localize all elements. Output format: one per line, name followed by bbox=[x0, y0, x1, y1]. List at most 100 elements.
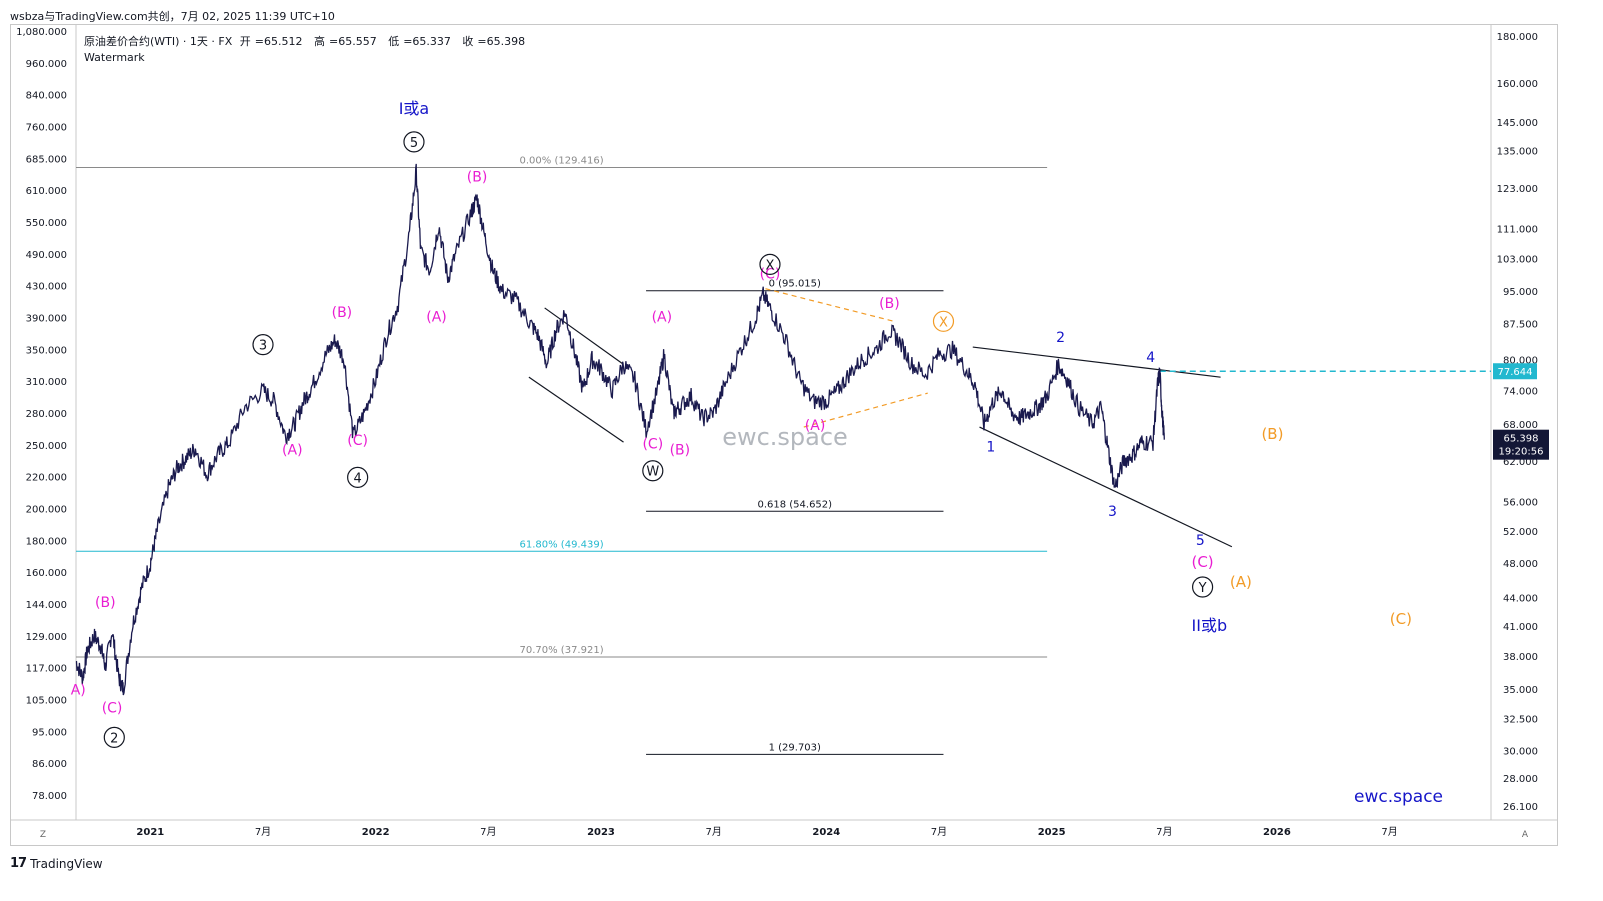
left-axis-tick-label: 105.000 bbox=[26, 696, 67, 707]
right-axis-tick-label: 56.000 bbox=[1503, 498, 1538, 509]
right-axis-tick-label: 180.000 bbox=[1497, 32, 1538, 43]
wave-label: (B) bbox=[879, 296, 900, 312]
wave-label: 1 bbox=[986, 439, 995, 455]
right-axis-tick-label: 135.000 bbox=[1497, 147, 1538, 158]
low-value: 65.337 bbox=[412, 35, 451, 48]
left-axis-tick-label: 840.000 bbox=[26, 91, 67, 102]
current-price-tag bbox=[1493, 429, 1549, 460]
left-axis-tick-label: 180.000 bbox=[26, 536, 67, 547]
time-axis-tick-label: 7月 bbox=[1156, 826, 1172, 838]
right-axis-tick-label: 48.000 bbox=[1503, 559, 1538, 570]
open-label: 开 =65.512 bbox=[239, 35, 303, 48]
trend-line[interactable] bbox=[765, 288, 895, 322]
wave-label: (B) bbox=[1261, 425, 1283, 443]
left-axis-tick-label: 220.000 bbox=[26, 473, 67, 484]
trend-line[interactable] bbox=[528, 376, 624, 443]
trend-line[interactable] bbox=[544, 307, 624, 365]
wave-label: (C) bbox=[347, 433, 368, 449]
right-axis-tick-label: 68.000 bbox=[1503, 420, 1538, 431]
wave-label: (C) bbox=[102, 700, 123, 716]
fib-level-label: 70.70% (37.921) bbox=[520, 645, 604, 656]
fib-level-label: 0.618 (54.652) bbox=[757, 499, 832, 510]
time-axis-tick-label: 7月 bbox=[480, 826, 496, 838]
left-axis-tick-label: 1,080.000 bbox=[16, 27, 67, 38]
wave-circle-icon bbox=[347, 466, 369, 488]
fib-level-label: 61.80% (49.439) bbox=[520, 539, 604, 550]
right-axis-tick-label: 80.000 bbox=[1503, 355, 1538, 366]
wave-label: (A) bbox=[426, 309, 447, 325]
left-axis-tick-label: 117.000 bbox=[26, 664, 67, 675]
wave-label: (C) bbox=[1191, 553, 1213, 571]
right-axis-tick-label: 38.000 bbox=[1503, 652, 1538, 663]
wave-label: A) bbox=[71, 683, 86, 699]
right-axis-tick-label: 87.500 bbox=[1503, 320, 1538, 331]
left-axis-tick-label: 685.000 bbox=[26, 154, 67, 165]
wave-label: (C) bbox=[642, 436, 663, 452]
time-axis-tick-label: 2025 bbox=[1038, 827, 1066, 838]
bar-countdown-value: 19:20:56 bbox=[1499, 447, 1544, 458]
right-axis-tick-label: 41.000 bbox=[1503, 622, 1538, 633]
right-axis-tick-label: 160.000 bbox=[1497, 79, 1538, 90]
wave-circle-label: W bbox=[646, 465, 659, 480]
wave-circle-icon bbox=[403, 131, 425, 153]
high-label: 高 =65.557 bbox=[313, 35, 377, 48]
tradingview-footer[interactable]: 17 TradingView bbox=[10, 856, 103, 871]
wave-label: 5 bbox=[1196, 533, 1205, 549]
wave-label: II或b bbox=[1192, 616, 1228, 635]
left-axis-tick-label: 550.000 bbox=[26, 218, 67, 229]
time-axis-tick-label: 2024 bbox=[812, 827, 840, 838]
trend-line[interactable] bbox=[972, 346, 1221, 378]
wave-label: (B) bbox=[467, 169, 488, 185]
right-axis-tick-label: 26.100 bbox=[1503, 802, 1538, 813]
right-axis-tick-label: 62.000 bbox=[1503, 457, 1538, 468]
wave-label: 2 bbox=[1056, 330, 1065, 346]
wave-label: (A) bbox=[282, 443, 303, 459]
wave-circle-label: X bbox=[766, 258, 775, 273]
wave-label: (A) bbox=[652, 309, 673, 325]
right-axis-tick-label: 52.000 bbox=[1503, 527, 1538, 538]
high-label-text: 高 bbox=[313, 35, 325, 48]
left-axis-tick-label: 350.000 bbox=[26, 345, 67, 356]
chart-frame bbox=[10, 24, 1558, 846]
time-axis-tick-label: 2026 bbox=[1263, 827, 1291, 838]
right-axis-tick-label: 30.000 bbox=[1503, 746, 1538, 757]
chart-header-title: wsbza与TradingView.com共创，7月 02, 2025 11:3… bbox=[10, 10, 335, 23]
left-axis-tick-label: 490.000 bbox=[26, 250, 67, 261]
wave-circle-label: Y bbox=[1198, 581, 1207, 596]
level-price-tag bbox=[1493, 363, 1537, 380]
left-axis-tick-label: 86.000 bbox=[32, 759, 67, 770]
right-axis-tick-label: 123.000 bbox=[1497, 184, 1538, 195]
left-axis-tick-label: 310.000 bbox=[26, 377, 67, 388]
time-axis-tick-label: 2022 bbox=[362, 827, 390, 838]
symbol-name[interactable]: 原油差价合约(WTI) · 1天 · FX bbox=[84, 35, 233, 48]
center-watermark-text: ewc.space bbox=[722, 423, 848, 451]
time-axis-tick-label: 2021 bbox=[136, 827, 164, 838]
trend-line[interactable] bbox=[803, 392, 928, 428]
wave-circle-icon bbox=[1191, 576, 1214, 598]
fib-level-label: 0 (95.015) bbox=[769, 279, 821, 290]
left-axis-tick-label: 129.000 bbox=[26, 632, 67, 643]
level-price-tag-text: 77.644 bbox=[1498, 367, 1533, 378]
current-price-value: 65.398 bbox=[1504, 434, 1539, 445]
wave-circle-icon bbox=[642, 460, 664, 482]
symbol-legend: 原油差价合约(WTI) · 1天 · FX 开 =65.512 高 =65.557 … bbox=[84, 34, 533, 66]
close-value: 65.398 bbox=[486, 35, 526, 48]
left-axis-tick-label: 960.000 bbox=[26, 59, 67, 70]
time-axis-tick-label: 7月 bbox=[931, 826, 947, 838]
watermark-indicator[interactable]: Watermark bbox=[84, 51, 145, 64]
right-axis-tick-label: 145.000 bbox=[1497, 118, 1538, 129]
low-label: 低 =65.337 bbox=[388, 35, 451, 48]
wave-label: (A) bbox=[1230, 573, 1252, 591]
left-axis-tick-label: 95.000 bbox=[32, 727, 67, 738]
right-axis-tick-label: 74.000 bbox=[1503, 386, 1538, 397]
left-axis-tick-label: 760.000 bbox=[26, 123, 67, 134]
time-axis-tick-label: 7月 bbox=[705, 826, 721, 838]
wave-label: 3 bbox=[1108, 504, 1117, 520]
wave-circle-label: 3 bbox=[259, 339, 267, 354]
wave-circle-icon bbox=[932, 310, 955, 332]
fib-level-label: 0.00% (129.416) bbox=[520, 155, 604, 166]
corner-watermark-text: ewc.space bbox=[1354, 787, 1443, 807]
trend-line[interactable] bbox=[979, 426, 1233, 548]
price-series-line[interactable] bbox=[75, 163, 1165, 696]
